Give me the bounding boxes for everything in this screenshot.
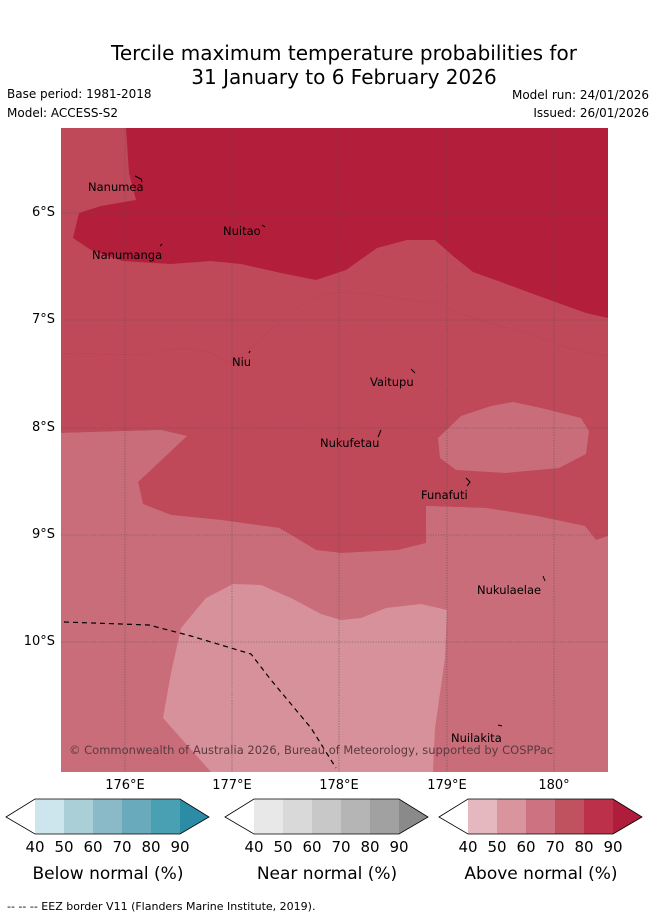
- place-label-nuilakita: Nuilakita: [451, 731, 502, 745]
- eez-border: [63, 621, 337, 769]
- lon-label-179e: 179°E: [427, 778, 467, 793]
- colorbar-below-70: [93, 799, 122, 834]
- lon-label-176e: 176°E: [105, 778, 145, 793]
- base-period: Base period: 1981-2018: [7, 87, 152, 101]
- colorbar-near-max: [399, 799, 428, 834]
- above-tick-80: 80: [574, 838, 594, 856]
- below-tick-40: 40: [25, 838, 45, 856]
- zone-above-60-east: [438, 402, 589, 473]
- zone-above-70-north: [61, 128, 608, 364]
- lon-label-178e: 178°E: [319, 778, 359, 793]
- colorbar-below-max: [180, 799, 209, 834]
- below-tick-70: 70: [112, 838, 132, 856]
- colorbar-below-normal: [5, 798, 210, 835]
- eez-footnote: -- -- -- EEZ border V11 (Flanders Marine…: [7, 900, 316, 913]
- lat-label-9s: 9°S: [31, 527, 55, 542]
- colorbar-near-90: [370, 799, 399, 834]
- colorbar-below-50: [35, 799, 64, 834]
- probability-map[interactable]: Nanumea Nuitao Nanumanga Niu Vaitupu Nuk…: [61, 128, 608, 772]
- near-tick-80: 80: [360, 838, 380, 856]
- lat-label-6s: 6°S: [31, 205, 55, 220]
- model-name: Model: ACCESS-S2: [7, 106, 119, 120]
- near-tick-60: 60: [302, 838, 322, 856]
- colorbar-near-60: [283, 799, 312, 834]
- below-tick-90: 90: [170, 838, 190, 856]
- colorbar-near-80: [341, 799, 370, 834]
- legend-title-above: Above normal (%): [464, 864, 618, 884]
- near-tick-40: 40: [244, 838, 264, 856]
- near-tick-70: 70: [331, 838, 351, 856]
- colorbar-above-50: [468, 799, 497, 834]
- colorbar-above-max: [613, 799, 642, 834]
- place-label-nukufetau: Nukufetau: [320, 436, 379, 450]
- colorbar-below-80: [122, 799, 151, 834]
- colorbar-above-normal: [438, 798, 643, 835]
- above-tick-50: 50: [487, 838, 507, 856]
- lon-label-180: 180°: [538, 778, 570, 793]
- lat-label-7s: 7°S: [31, 312, 55, 327]
- colorbar-near-50: [254, 799, 283, 834]
- colorbar-above-60: [497, 799, 526, 834]
- below-tick-60: 60: [83, 838, 103, 856]
- below-tick-80: 80: [141, 838, 161, 856]
- legend-title-below: Below normal (%): [32, 864, 184, 884]
- above-tick-60: 60: [516, 838, 536, 856]
- model-run: Model run: 24/01/2026: [511, 88, 649, 102]
- map-title-line1: Tercile maximum temperature probabilitie…: [111, 41, 577, 65]
- lat-label-8s: 8°S: [31, 420, 55, 435]
- above-tick-40: 40: [458, 838, 478, 856]
- copyright-notice: © Commonwealth of Australia 2026, Bureau…: [69, 743, 553, 757]
- place-label-nuitao: Nuitao: [223, 224, 261, 238]
- place-label-nanumanga: Nanumanga: [92, 248, 162, 262]
- near-tick-90: 90: [389, 838, 409, 856]
- colorbar-above-90: [584, 799, 613, 834]
- map-title-line2: 31 January to 6 February 2026: [191, 65, 497, 89]
- colorbar-below-min: [6, 799, 35, 834]
- colorbar-near-min: [225, 799, 254, 834]
- islands: [134, 175, 546, 727]
- above-tick-70: 70: [545, 838, 565, 856]
- colorbar-below-60: [64, 799, 93, 834]
- below-tick-50: 50: [54, 838, 74, 856]
- colorbar-above-80: [555, 799, 584, 834]
- issued-date: Issued: 26/01/2026: [533, 106, 649, 120]
- place-label-vaitupu: Vaitupu: [370, 375, 414, 389]
- zone-above-50: [163, 584, 447, 772]
- near-tick-50: 50: [273, 838, 293, 856]
- colorbar-above-min: [439, 799, 468, 834]
- legend-title-near: Near normal (%): [256, 864, 398, 884]
- lat-label-10s: 10°S: [23, 634, 55, 649]
- colorbar-near-70: [312, 799, 341, 834]
- graticule: [61, 128, 608, 772]
- colorbar-below-90: [151, 799, 180, 834]
- colorbar-near-normal: [224, 798, 429, 835]
- lon-label-177e: 177°E: [212, 778, 252, 793]
- above-tick-90: 90: [603, 838, 623, 856]
- place-label-nukulaelae: Nukulaelae: [477, 583, 541, 597]
- place-label-funafuti: Funafuti: [421, 488, 468, 502]
- colorbar-above-70: [526, 799, 555, 834]
- place-label-niu: Niu: [232, 355, 251, 369]
- place-label-nanumea: Nanumea: [88, 180, 144, 194]
